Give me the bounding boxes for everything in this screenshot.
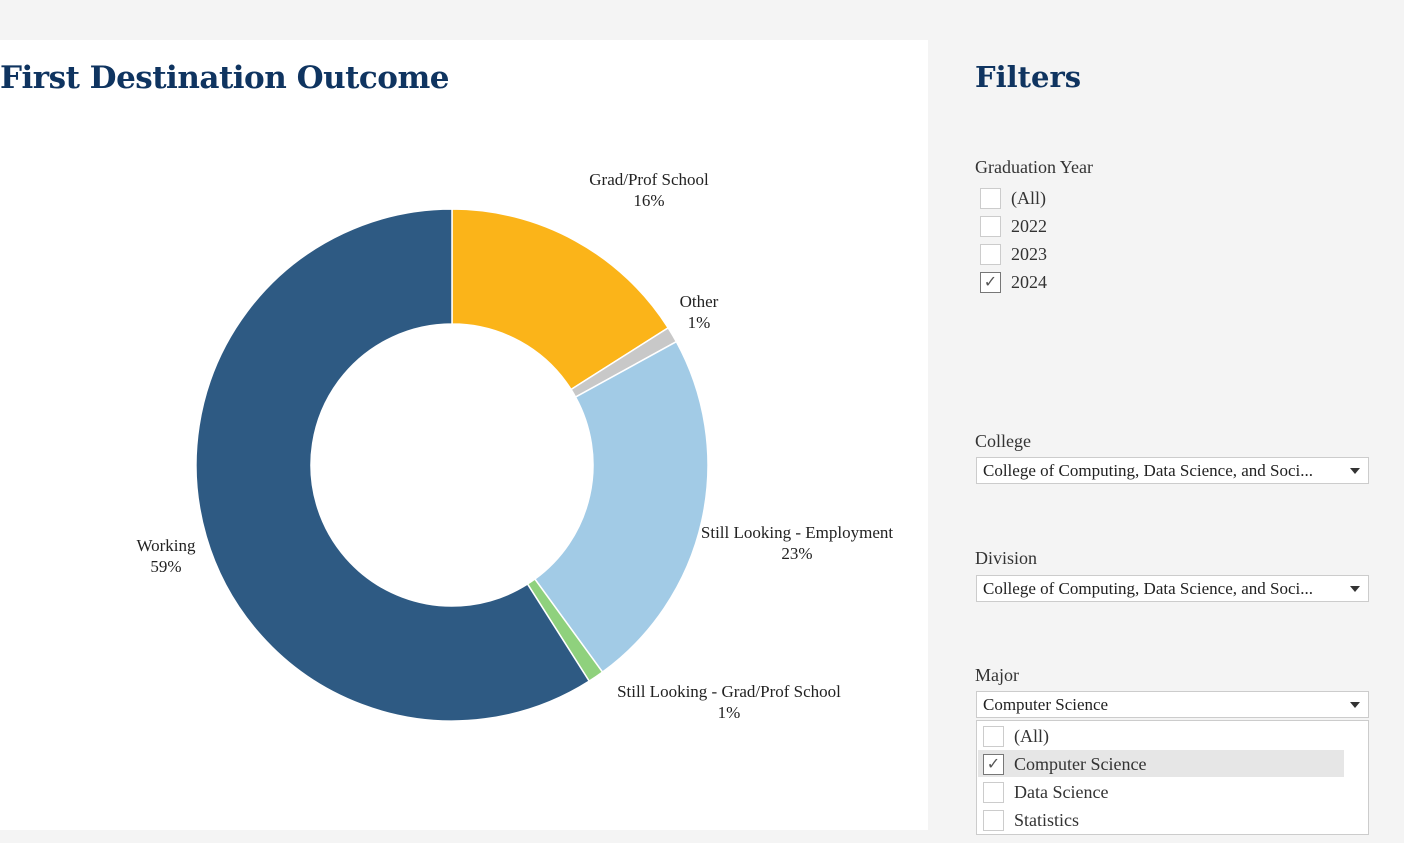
division-dropdown[interactable]: College of Computing, Data Science, and … xyxy=(976,575,1369,602)
option-label: 2023 xyxy=(1011,243,1047,264)
slice-label-grad-prof: Grad/Prof School 16% xyxy=(589,170,709,210)
checkbox[interactable] xyxy=(980,187,1001,209)
filters-title: Filters xyxy=(975,60,1082,94)
major-value: Computer Science xyxy=(983,695,1109,714)
major-option-computer-science[interactable]: ✓ Computer Science xyxy=(983,751,1146,777)
option-label: (All) xyxy=(1014,725,1049,746)
year-option-2024[interactable]: ✓ 2024 xyxy=(980,269,1047,295)
graduation-year-label: Graduation Year xyxy=(975,157,1093,177)
college-dropdown[interactable]: College of Computing, Data Science, and … xyxy=(976,457,1369,484)
year-option-all[interactable]: (All) xyxy=(980,185,1046,211)
slice-still-looking-employment[interactable] xyxy=(533,340,709,674)
option-label: Computer Science xyxy=(1014,753,1147,774)
option-label: Data Science xyxy=(1014,781,1109,802)
year-option-2023[interactable]: 2023 xyxy=(980,241,1047,267)
checkmark-icon[interactable]: ✓ xyxy=(983,753,1004,775)
college-label: College xyxy=(975,431,1031,451)
option-label: 2024 xyxy=(1011,271,1047,292)
caret-down-icon xyxy=(1350,468,1360,474)
caret-down-icon xyxy=(1350,586,1360,592)
slice-label-working: Working 59% xyxy=(136,536,196,576)
major-option-data-science[interactable]: Data Science xyxy=(983,779,1108,805)
option-label: 2022 xyxy=(1011,215,1047,236)
division-label: Division xyxy=(975,548,1038,568)
year-option-2022[interactable]: 2022 xyxy=(980,213,1047,239)
option-label: (All) xyxy=(1011,187,1046,208)
checkbox[interactable] xyxy=(983,725,1004,747)
checkmark-icon[interactable]: ✓ xyxy=(980,271,1001,293)
checkbox[interactable] xyxy=(983,781,1004,803)
checkbox[interactable] xyxy=(980,215,1001,237)
slice-grad-prof-school[interactable] xyxy=(451,208,670,391)
donut-chart xyxy=(195,208,709,722)
caret-down-icon xyxy=(1350,702,1360,708)
major-option-statistics[interactable]: Statistics xyxy=(983,807,1079,833)
major-label: Major xyxy=(975,665,1019,685)
division-value: College of Computing, Data Science, and … xyxy=(983,579,1314,598)
checkbox[interactable] xyxy=(983,809,1004,831)
slice-label-still-looking-employment: Still Looking - Employment 23% xyxy=(700,523,894,563)
checkbox[interactable] xyxy=(980,243,1001,265)
slice-working[interactable] xyxy=(195,208,591,722)
slice-label-still-looking-grad: Still Looking - Grad/Prof School 1% xyxy=(617,682,841,722)
chart-title: First Destination Outcome xyxy=(0,60,450,96)
slice-label-other: Other 1% xyxy=(679,292,719,332)
college-value: College of Computing, Data Science, and … xyxy=(983,461,1314,480)
major-dropdown-menu: (All) ✓ Computer Science Data Science Sta… xyxy=(976,720,1369,835)
option-label: Statistics xyxy=(1014,809,1080,830)
major-dropdown[interactable]: Computer Science xyxy=(976,691,1369,718)
hover-highlight xyxy=(978,750,1344,777)
major-option-all[interactable]: (All) xyxy=(983,723,1049,749)
